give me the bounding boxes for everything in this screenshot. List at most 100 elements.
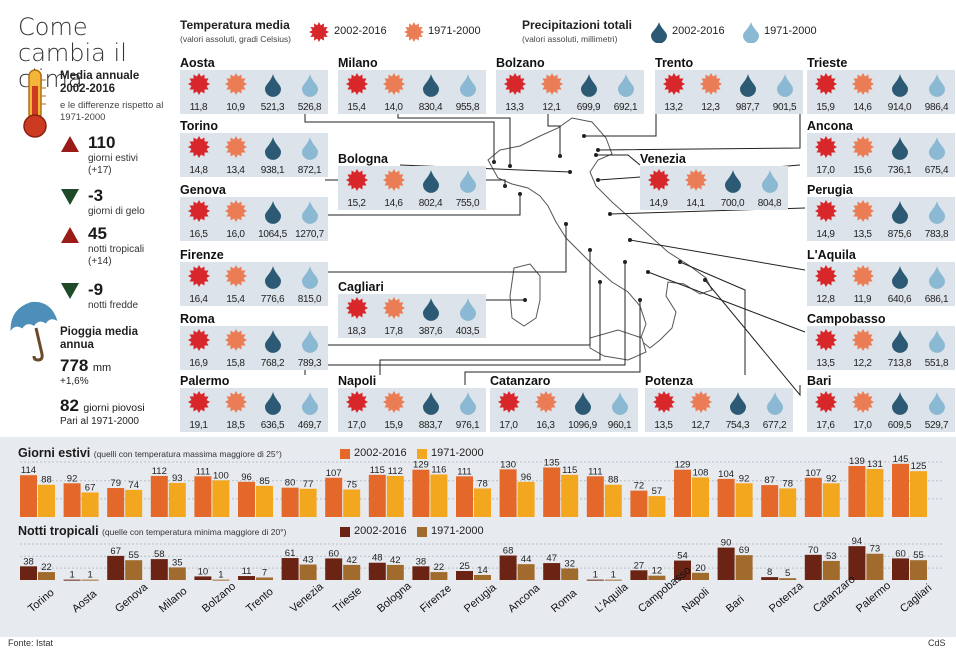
notti-bar-label: 1 [69, 570, 74, 581]
city-card: 15,2 14,6 802,4 755,0 [338, 166, 486, 210]
estivi-bar [866, 468, 884, 517]
estivi-bar [212, 480, 230, 517]
sun-shape [815, 136, 837, 158]
notti-bar-label: 44 [521, 554, 532, 565]
sun-icon [188, 391, 210, 413]
estivi-bar-label: 111 [196, 466, 210, 477]
estivi-bar [561, 474, 579, 517]
drop-icon [892, 392, 908, 415]
drop-shape [423, 392, 439, 415]
thermometer-icon [18, 68, 52, 145]
estivi-bar [81, 492, 99, 517]
city-value: 15,6 [853, 165, 872, 176]
notti-bar [586, 579, 604, 581]
source-note: Fonte: Istat [8, 638, 54, 648]
city-value-cell: 677,2 [756, 391, 793, 431]
notti-bar-label: 22 [41, 562, 52, 573]
city-value-cell: 15,4 [338, 73, 375, 113]
city-value: 14,0 [384, 102, 403, 113]
city-name: Cagliari [338, 280, 384, 294]
drop-icon [767, 392, 783, 415]
city-value: 11,9 [853, 294, 872, 305]
notti-bar-label: 68 [503, 546, 514, 557]
city-value-cell: 875,6 [881, 200, 918, 240]
estivi-bar-label: 112 [388, 466, 403, 477]
city-value: 609,5 [887, 420, 912, 431]
estivi-bar [474, 488, 491, 517]
city-value-cell: 18,5 [217, 391, 254, 431]
sun-shape [852, 73, 874, 95]
drop-shape [423, 74, 439, 97]
notti-bar [692, 572, 709, 580]
notti-bar-label: 35 [172, 557, 183, 568]
estivi-bar-label: 107 [326, 468, 342, 479]
city-value: 736,1 [887, 165, 912, 176]
rain-change: +1,6% [60, 376, 89, 387]
sun-icon [653, 391, 675, 413]
drop-shape [423, 298, 439, 321]
city-value-cell: 976,1 [449, 391, 486, 431]
city-name: Perugia [807, 183, 853, 197]
drop-shape [892, 392, 908, 415]
city-value: 692,1 [613, 102, 638, 113]
notti-bar-label: 42 [390, 555, 401, 566]
sun-icon [188, 200, 210, 222]
estivi-bar-label: 88 [41, 475, 52, 486]
notti-bar [543, 563, 561, 580]
city-value: 13,5 [654, 420, 673, 431]
sun-shape [188, 265, 210, 287]
city-value: 960,1 [607, 420, 632, 431]
estivi-bar [456, 476, 473, 517]
legend-temp-new: 2002-2016 [334, 25, 387, 37]
sun-icon [225, 200, 247, 222]
sun-icon [504, 73, 526, 95]
drop-shape [892, 266, 908, 289]
city-card: 13,5 12,7 754,3 677,2 [645, 388, 793, 432]
indicator-label: notti fredde [88, 300, 139, 311]
sun-shape [188, 391, 210, 413]
drop-shape [302, 330, 318, 353]
sun-icon [852, 265, 874, 287]
estivi-bar-label: 96 [521, 472, 532, 483]
drop-shape [651, 22, 667, 44]
city-name: Ancona [807, 119, 853, 133]
drop-icon [929, 201, 945, 224]
city-value: 640,6 [887, 294, 912, 305]
estivi-bar-label: 88 [608, 475, 619, 486]
city-value: 17,0 [347, 420, 366, 431]
estivi-bar [630, 490, 648, 517]
city-value: 12,1 [542, 102, 561, 113]
city-value: 15,4 [226, 294, 245, 305]
estivi-bar-label: 116 [431, 464, 446, 475]
sun-icon [188, 265, 210, 287]
sun-icon [383, 297, 405, 319]
drop-icon [302, 137, 318, 160]
city-value: 13,2 [664, 102, 683, 113]
drop-icon [929, 266, 945, 289]
city-value: 12,7 [691, 420, 710, 431]
notti-bar-label: 25 [459, 561, 470, 572]
estivi-bar [848, 466, 866, 517]
sun-icon [700, 73, 722, 95]
sun-shape [225, 391, 247, 413]
estivi-bar-label: 108 [693, 467, 709, 478]
notti-bar-label: 5 [785, 568, 790, 579]
city-value: 17,8 [384, 326, 403, 337]
sun-shape [852, 265, 874, 287]
drop-icon [612, 392, 628, 415]
sun-shape [504, 73, 526, 95]
city-name: L'Aquila [807, 248, 856, 262]
estivi-bar [107, 488, 125, 517]
city-value: 17,0 [499, 420, 518, 431]
estivi-bar-label: 74 [128, 480, 139, 491]
indicator-value: 110 [88, 133, 116, 152]
city-value-cell: 699,9 [570, 73, 607, 113]
city-card: 16,5 16,0 1064,5 1270,7 [180, 197, 328, 241]
notti-bar [804, 554, 822, 580]
estivi-bar [586, 476, 604, 517]
city-value-cell: 938,1 [254, 136, 291, 176]
city-value: 15,4 [347, 102, 366, 113]
drop-shape [929, 392, 945, 415]
sun-icon [852, 329, 874, 351]
city-value-cell: 768,2 [254, 329, 291, 369]
